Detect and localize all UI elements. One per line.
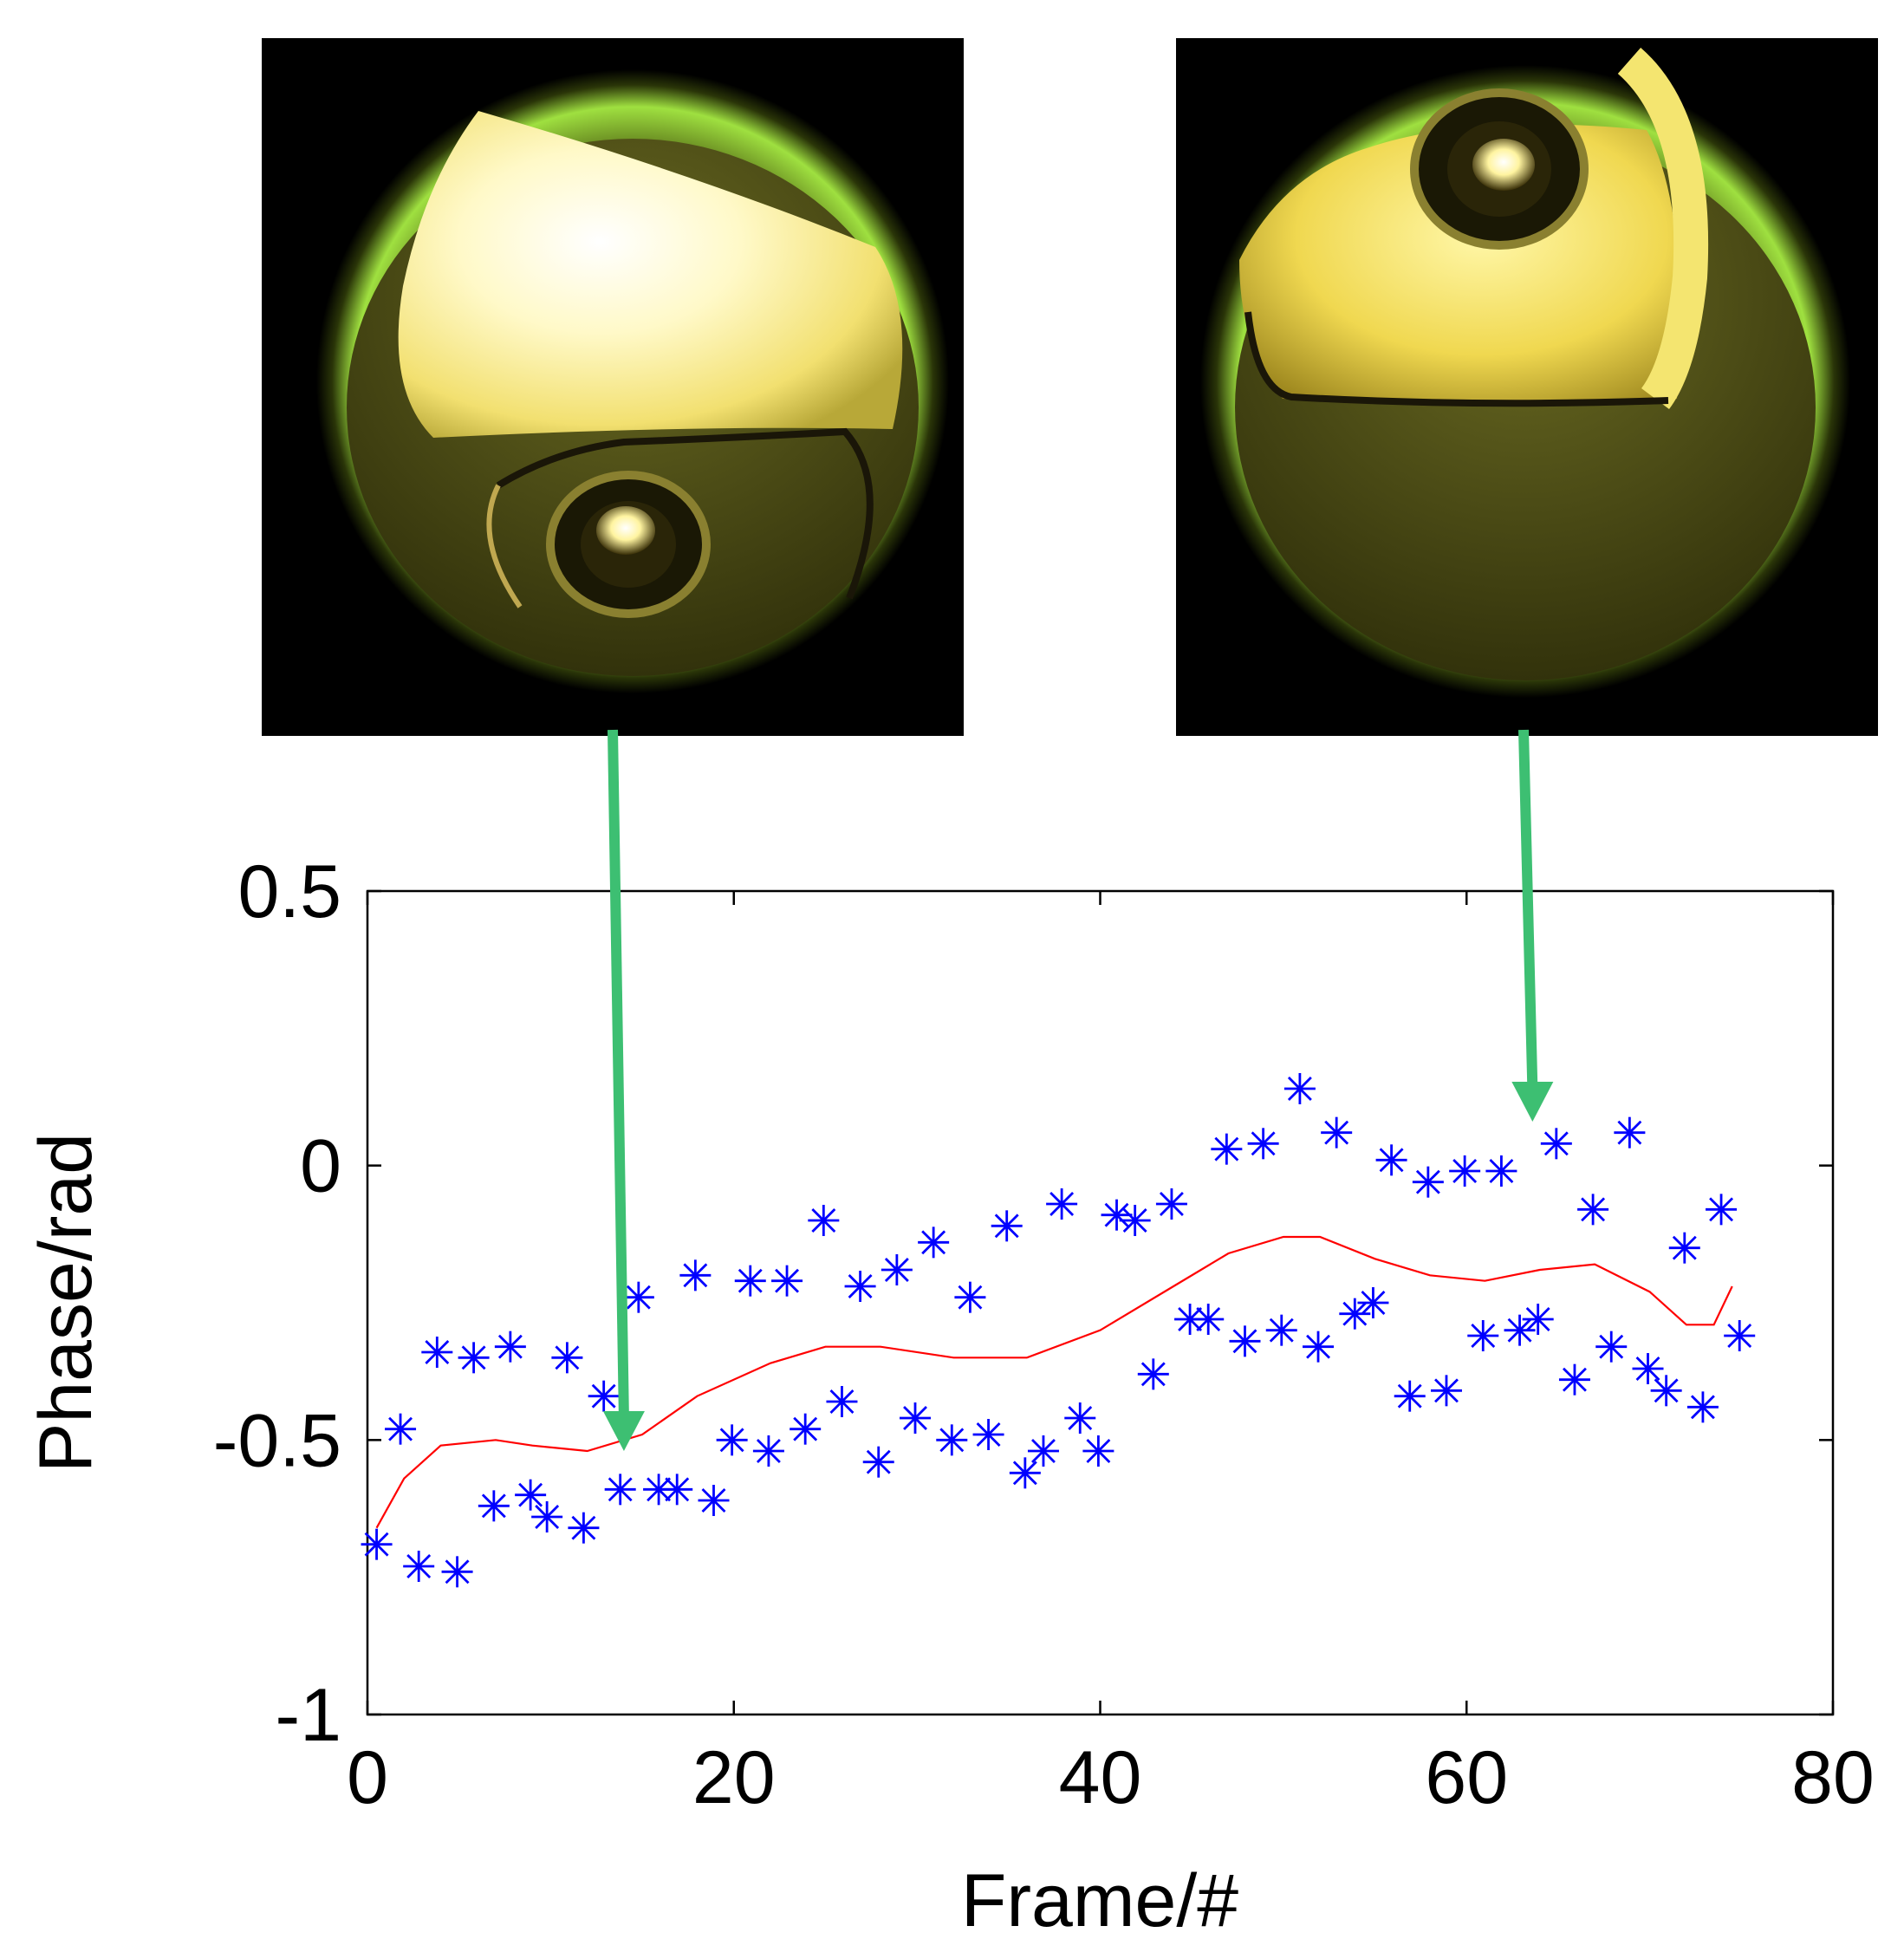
data-point [844, 1271, 876, 1302]
data-point [1467, 1320, 1499, 1351]
data-point [1101, 1199, 1133, 1231]
data-point [1155, 1188, 1187, 1220]
data-point [1540, 1128, 1572, 1160]
data-point [1686, 1391, 1719, 1423]
data-point [1485, 1155, 1517, 1187]
data-point [478, 1490, 510, 1522]
data-point [1303, 1331, 1335, 1363]
data-point [604, 1474, 636, 1506]
data-point [881, 1254, 913, 1285]
data-point [918, 1227, 950, 1259]
data-point [1229, 1325, 1261, 1357]
data-point [622, 1281, 654, 1313]
data-point [588, 1380, 620, 1412]
data-point [1027, 1435, 1059, 1467]
series [361, 1073, 1756, 1588]
data-point [1064, 1402, 1096, 1434]
annotation-arrow [1511, 729, 1554, 1122]
data-point [1211, 1133, 1243, 1165]
data-point [826, 1386, 858, 1417]
bright-upper-half-bubble-image [262, 38, 964, 736]
data-point [771, 1265, 803, 1297]
data-point [1522, 1304, 1554, 1335]
data-point [515, 1479, 547, 1511]
data-point [1706, 1194, 1738, 1226]
data-point [551, 1342, 583, 1374]
fit-curve [375, 1235, 1733, 1529]
data-point [361, 1528, 393, 1560]
data-point [1504, 1314, 1536, 1346]
bright-upper-bubble-top-image [1176, 38, 1878, 736]
data-point [1650, 1375, 1682, 1407]
y-tick-label: 0 [300, 1125, 341, 1208]
data-point [954, 1281, 986, 1313]
data-point [734, 1265, 766, 1297]
data-point [441, 1556, 473, 1588]
data-point [1265, 1314, 1297, 1346]
y-tick-label: -1 [276, 1674, 341, 1757]
ticks [366, 889, 1835, 1716]
data-point [458, 1342, 490, 1374]
data-point [1614, 1116, 1646, 1148]
data-point [531, 1501, 563, 1532]
data-point [716, 1424, 748, 1456]
x-tick-labels: 0 20 40 60 80 [347, 1736, 1875, 1819]
data-point [698, 1485, 730, 1516]
annotation-arrow [602, 729, 645, 1451]
data-point [1412, 1166, 1444, 1198]
data-point [1595, 1331, 1628, 1363]
x-tick-label: 40 [1059, 1736, 1142, 1819]
data-point [1430, 1375, 1462, 1407]
y-tick-label: -0.5 [213, 1399, 341, 1482]
data-point [1119, 1205, 1151, 1236]
data-point [808, 1205, 840, 1236]
data-point [1449, 1155, 1481, 1187]
data-point [1082, 1435, 1114, 1467]
x-axis-label: Frame/# [961, 1859, 1238, 1939]
data-point [1394, 1380, 1426, 1412]
data-point [1375, 1144, 1407, 1176]
data-point [421, 1337, 453, 1368]
data-point [1558, 1363, 1590, 1396]
data-point [1339, 1298, 1371, 1330]
y-axis-label: Phase/rad [24, 1133, 107, 1473]
x-tick-label: 60 [1425, 1736, 1508, 1819]
data-point [568, 1512, 600, 1544]
data-point [1357, 1287, 1389, 1318]
data-point [1283, 1073, 1316, 1104]
x-tick-label: 0 [347, 1736, 388, 1819]
data-point [1192, 1304, 1225, 1335]
data-point [991, 1210, 1023, 1242]
data-point [1321, 1116, 1353, 1148]
data-point [862, 1446, 894, 1478]
data-point [494, 1331, 526, 1363]
x-tick-label: 20 [692, 1736, 776, 1819]
data-point [1247, 1128, 1279, 1160]
data-point [385, 1413, 417, 1445]
y-tick-labels: -1 -0.5 0 0.5 [213, 850, 341, 1757]
data-point [661, 1474, 693, 1506]
data-point [1632, 1353, 1664, 1384]
data-point [1577, 1194, 1609, 1226]
data-point [900, 1402, 932, 1434]
data-point [1137, 1358, 1169, 1390]
y-tick-label: 0.5 [237, 850, 341, 934]
data-point [643, 1474, 675, 1506]
annotation-arrows [602, 729, 1554, 1451]
data-point [679, 1259, 712, 1292]
data-point [1724, 1320, 1756, 1351]
data-point [790, 1413, 822, 1445]
data-point [1046, 1188, 1078, 1220]
data-point [1668, 1232, 1700, 1264]
data-point [752, 1435, 784, 1467]
data-point [1009, 1457, 1041, 1489]
data-point [972, 1419, 1004, 1450]
plot-frame [366, 889, 1835, 1716]
data-point [403, 1551, 435, 1582]
x-tick-label: 80 [1791, 1736, 1875, 1819]
data-point [936, 1424, 968, 1456]
